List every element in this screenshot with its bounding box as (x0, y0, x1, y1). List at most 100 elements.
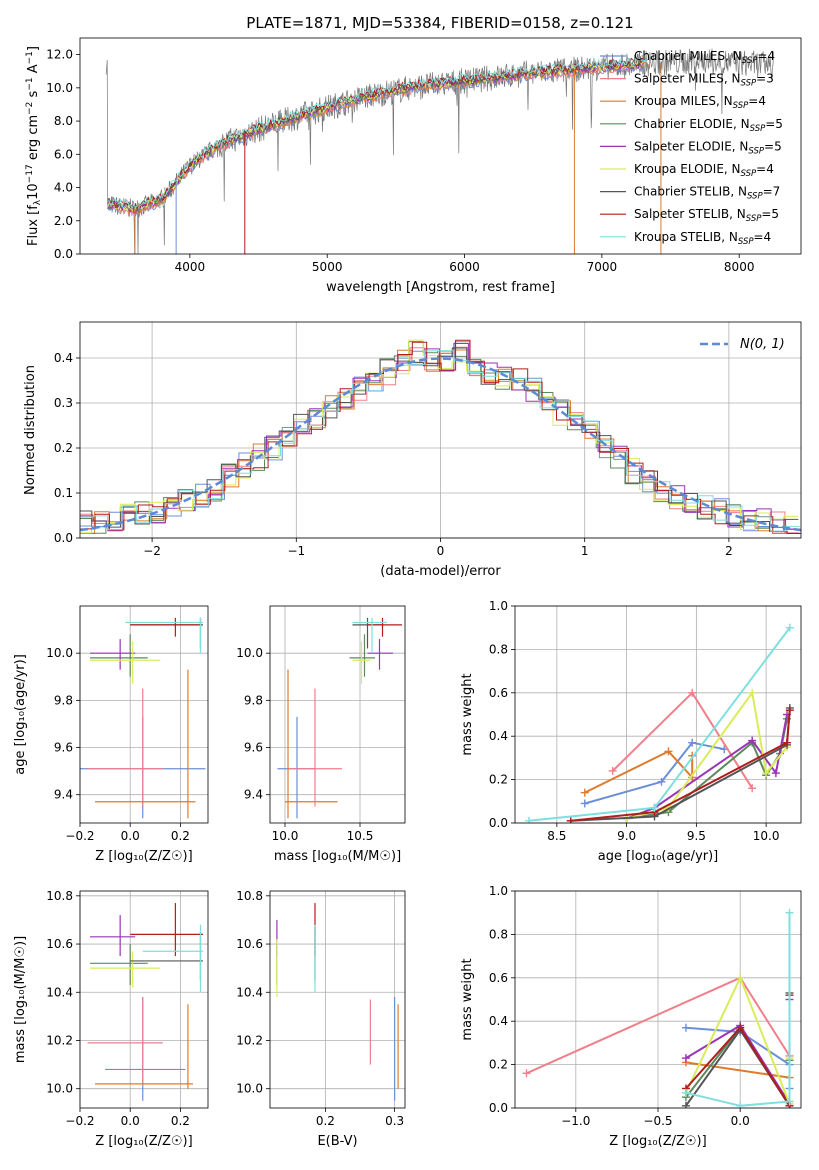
y-tick-label: 9.6 (54, 741, 73, 755)
errorbar-chabrier-miles (277, 716, 315, 819)
legend-label: Chabrier STELIB, NSSP=7 (634, 185, 780, 202)
y-tick-label: 0.4 (489, 729, 508, 743)
legend-label: N(0, 1) (740, 337, 785, 352)
x-tick-label: −1 (287, 544, 305, 558)
histogram-kroupa-stelib (80, 350, 800, 532)
errorbar-salpeter-miles (288, 688, 342, 807)
line-salpeter-miles (608, 688, 757, 793)
x-tick-label: −0.5 (643, 1114, 672, 1128)
x-tick-label: 0.3 (385, 1114, 404, 1128)
y-tick-label: 0.1 (54, 486, 73, 500)
legend-label: Kroupa ELODIE, NSSP=4 (634, 162, 774, 179)
y-tick-label: 0.6 (489, 971, 508, 985)
errorbar-kroupa-elodie (90, 641, 161, 684)
age_vs_Z-frame (79, 605, 209, 824)
spectrum-frame (79, 37, 802, 255)
model-spectrum-kroupa-miles (107, 60, 650, 216)
age_vs_mass-xlabel: mass [log₁₀(M/M☉)] (274, 849, 401, 864)
x-tick-label: 0.2 (171, 1114, 190, 1128)
y-tick-label: 0.0 (489, 816, 508, 830)
age_vs_Z-ylabel: age [log₁₀(age/yr)] (13, 654, 28, 775)
mass_vs_Z-axes: −0.2 0.0 0.2 10.0 10.2 10.4 10.6 10.8 (46, 889, 208, 1128)
y-tick-label: 10.0 (46, 81, 73, 95)
histogram-salpeter-elodie (80, 343, 800, 532)
legend-label: Salpeter MILES, NSSP=3 (634, 72, 774, 89)
x-tick-label: 6000 (449, 260, 480, 274)
y-tick-label: 2.0 (54, 214, 73, 228)
y-tick-label: 6.0 (54, 147, 73, 161)
mass_vs_EBV-axes: 0.2 0.3 10.0 10.2 10.4 10.6 10.8 (236, 889, 405, 1128)
errorbar-kroupa-miles (95, 669, 196, 819)
spectrum-legend: Chabrier MILES, NSSP=4 Salpeter MILES, NS… (600, 49, 783, 247)
line-kroupa-stelib (681, 908, 794, 1108)
errorbar-kroupa-stelib (142, 924, 203, 993)
y-tick-label: 4.0 (54, 181, 73, 195)
histogram-kroupa-elodie (80, 339, 799, 534)
histogram-chabrier-stelib (80, 347, 799, 532)
spectrum-axes: 4000 5000 6000 7000 8000 0.0 2.0 4.0 6.0 8.0 10.0 1… (46, 48, 754, 274)
y-tick-label: 10.2 (46, 1033, 73, 1047)
x-tick-label: 0.0 (121, 1114, 140, 1128)
y-tick-label: 9.8 (244, 693, 263, 707)
errorbar-salpeter-stelib (130, 617, 201, 637)
y-tick-label: 0.4 (54, 351, 73, 365)
model-spectrum-kroupa-stelib (107, 56, 651, 209)
x-tick-label: 4000 (175, 260, 206, 274)
y-tick-label: 10.0 (236, 646, 263, 660)
errorbar-salpeter-miles (87, 997, 163, 1084)
y-tick-label: 0.4 (489, 1014, 508, 1028)
x-tick-label: 9.5 (687, 829, 706, 843)
massweight_vs_Z-axes: −1.0 −0.5 0.0 0.0 0.2 0.4 0.6 0.8 1.0 (489, 884, 801, 1128)
y-tick-label: 0.0 (54, 247, 73, 261)
model-spectrum-chabrier-stelib (107, 58, 644, 212)
x-tick-label: 0.2 (316, 1114, 335, 1128)
y-tick-label: 0.8 (489, 642, 508, 656)
residuals-legend: N(0, 1) (700, 337, 785, 352)
line-kroupa-stelib (524, 623, 794, 823)
x-tick-label: −1.0 (561, 1114, 590, 1128)
y-tick-label: 0.0 (489, 1101, 508, 1115)
series-line (685, 912, 791, 1107)
x-tick-label: 0.0 (121, 829, 140, 843)
residuals-xlabel: (data-model)/error (380, 564, 501, 579)
histogram-salpeter-stelib (80, 339, 801, 534)
age_vs_mass-axes: 10.0 10.5 9.4 9.6 9.8 10.0 (236, 606, 405, 843)
series-line (570, 710, 791, 822)
age_vs_Z-axes: −0.2 0.0 0.2 9.4 9.6 9.8 10.0 (46, 606, 208, 843)
model-spectrum-kroupa-elodie (107, 60, 644, 213)
y-tick-label: 0.2 (489, 773, 508, 787)
mass_vs_Z-xlabel: Z [log₁₀(Z/Z☉)] (95, 1134, 192, 1149)
y-tick-label: 10.0 (236, 1082, 263, 1096)
massweight_vs_Z-frame (514, 890, 802, 1109)
errorbar-chabrier-miles (105, 997, 186, 1101)
series-line (584, 741, 725, 805)
model-spectrum-salpeter-stelib (107, 57, 644, 211)
line-salpeter-elodie (681, 995, 794, 1108)
y-tick-label: 10.0 (46, 1082, 73, 1096)
y-tick-label: 12.0 (46, 48, 73, 62)
y-tick-label: 0.0 (54, 531, 73, 545)
y-tick-label: 0.3 (54, 396, 73, 410)
histogram-chabrier-elodie (80, 341, 799, 534)
errorbar-salpeter-elodie (90, 639, 136, 670)
errorbar-chabrier-elodie (349, 634, 375, 677)
errorbar-salpeter-elodie (367, 639, 393, 670)
errorbar-kroupa-elodie (90, 951, 161, 988)
y-tick-label: 9.8 (54, 693, 73, 707)
series-line (685, 995, 791, 1108)
errorbar-salpeter-stelib (367, 617, 402, 637)
y-tick-label: 0.2 (489, 1058, 508, 1072)
legend-label: Kroupa MILES, NSSP=4 (634, 94, 766, 111)
x-tick-label: −0.2 (65, 1114, 94, 1128)
x-tick-label: 7000 (587, 260, 618, 274)
y-tick-label: 10.8 (46, 889, 73, 903)
massweight_vs_age-xlabel: age [log₁₀(age/yr)] (598, 849, 719, 864)
legend-label: Salpeter ELODIE, NSSP=5 (634, 139, 782, 156)
histogram-salpeter-miles (80, 346, 800, 534)
massweight_vs_Z-ylabel: mass weight (460, 958, 475, 1040)
spectrum-xlabel: wavelength [Angstrom, rest frame] (326, 280, 555, 295)
model-spectrum-chabrier-elodie (107, 61, 644, 214)
errorbar-salpeter-stelib (130, 903, 203, 957)
legend-label: Chabrier ELODIE, NSSP=5 (634, 117, 783, 134)
y-tick-label: 0.2 (54, 441, 73, 455)
